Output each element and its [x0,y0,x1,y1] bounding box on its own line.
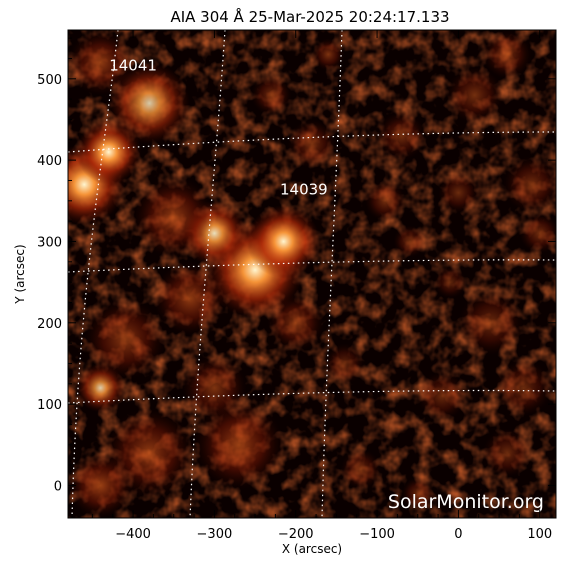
emission-blob [108,62,190,144]
y-axis-label: Y (arcsec) [13,244,27,304]
grid-longitude-line [71,30,119,518]
x-axis-label: X (arcsec) [282,542,342,556]
emission-blob [68,30,134,96]
emission-blob [446,66,504,124]
emission-blob [377,111,426,161]
y-tick-label: 0 [54,479,62,494]
plot-frame [67,29,557,519]
x-tick-label: −200 [278,527,314,542]
x-tick-label: 0 [454,527,462,542]
watermark: SolarMonitor.org [388,491,544,513]
emission-blob [324,343,365,384]
emission-blob [495,359,552,417]
emission-blob [503,156,556,213]
region-label: 14039 [280,180,328,198]
emission-blob [417,371,467,421]
x-tick-label: −100 [359,527,395,542]
plot-area: 14041 14039 SolarMonitor.org [68,30,556,518]
emission-blob [519,213,556,254]
emission-blob [68,452,134,518]
y-tick-label: 100 [37,398,62,413]
x-axis: −400 −300 −200 −100 0 100 [71,30,552,542]
x-tick-label: −300 [197,527,233,542]
grid-latitude-line [68,131,556,153]
y-axis: 0 100 200 300 400 500 [37,37,556,507]
heliographic-grid [68,30,556,518]
emission-blob [312,38,345,71]
y-tick-label: 400 [37,154,62,169]
emission-blob [482,428,532,478]
emission-blob [267,294,325,352]
grid-latitude-line [68,259,556,273]
emission-blob [482,30,532,79]
x-tick-label: 100 [527,527,552,542]
emission-blob [153,261,227,335]
emission-blob [401,477,434,510]
emission-blob [84,298,166,380]
emission-blob [76,363,125,413]
emission-layer [68,30,556,518]
y-tick-label: 200 [37,317,62,332]
grid-latitude-line [68,389,556,404]
emission-blob [393,225,426,258]
emission-blob [458,290,524,356]
plot-title: AIA 304 Å 25-Mar-2025 20:24:17.133 [170,7,449,26]
emission-blob [133,176,215,258]
emission-blob [287,119,337,169]
emission-blob [194,400,284,490]
y-tick-label: 500 [37,73,62,88]
x-tick-label: −400 [115,527,151,542]
grid-longitude-line [189,30,226,518]
region-label: 14041 [109,57,157,75]
emission-blob [340,448,382,490]
emission-blob [434,265,467,299]
emission-blob [364,180,406,222]
y-tick-label: 300 [37,235,62,250]
emission-blob [438,172,479,214]
emission-blob [246,204,321,279]
emission-blob [251,74,292,116]
emission-blob [181,355,247,421]
